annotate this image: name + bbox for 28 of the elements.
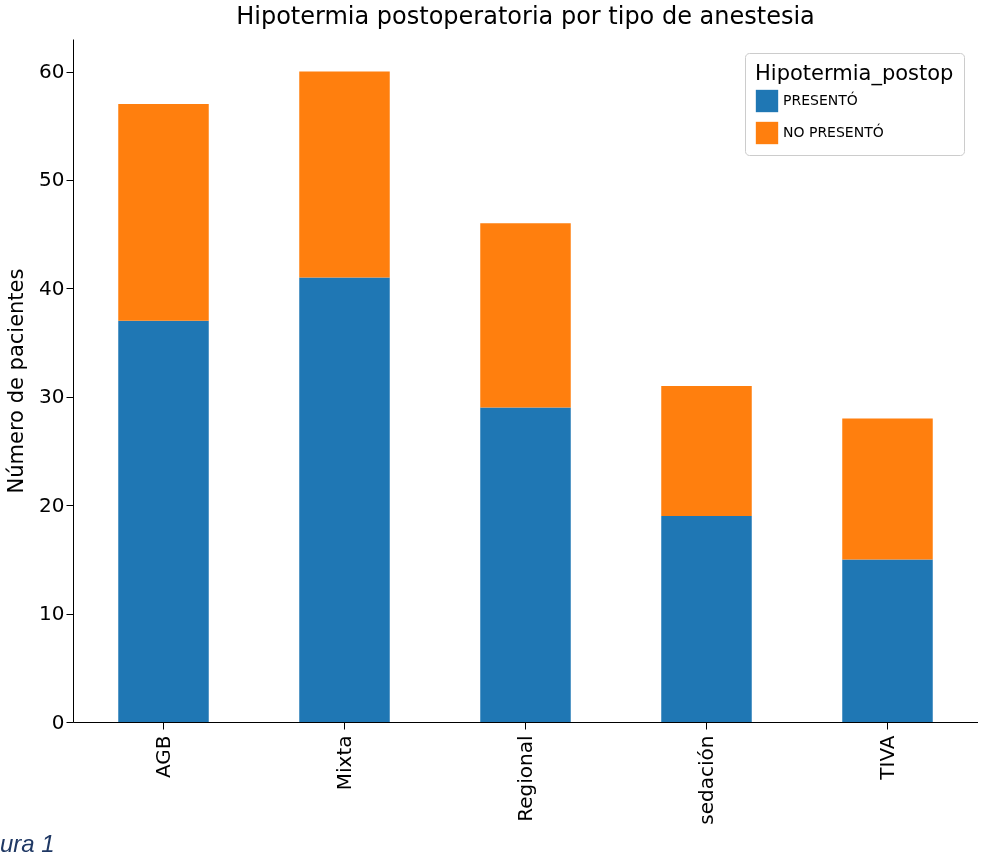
y-tick-label: 20 [39, 492, 65, 517]
legend-label: PRESENTÓ [783, 91, 858, 108]
legend-title: Hipotermia_postop [755, 61, 954, 86]
bar [480, 407, 571, 722]
bar [118, 104, 209, 321]
text: ura 1 [0, 830, 55, 858]
y-tick-label: 30 [39, 384, 65, 409]
bar [299, 71, 390, 278]
bar [299, 277, 390, 722]
x-tick-label: Mixta [331, 735, 356, 791]
bar [480, 223, 571, 408]
x-tick-label: AGB [150, 735, 175, 779]
x-tick-label: sedación [693, 735, 718, 825]
bar [842, 418, 933, 560]
y-tick-label: 50 [39, 167, 65, 192]
bar [118, 320, 209, 722]
y-tick-label: 0 [51, 709, 65, 734]
bar [661, 516, 752, 722]
chart-title: Hipotermia postoperatoria por tipo de anestesia [236, 2, 815, 30]
bar [842, 559, 933, 722]
y-axis-title: Número de pacientes [4, 268, 29, 494]
legend-label: NO PRESENTÓ [783, 123, 884, 140]
x-tick-label: Regional [512, 735, 537, 822]
x-tick-label: TIVA [874, 735, 899, 781]
bar [661, 385, 752, 517]
y-tick-label: 10 [39, 601, 65, 626]
y-tick-label: 60 [39, 59, 65, 84]
y-tick-label: 40 [39, 275, 65, 300]
